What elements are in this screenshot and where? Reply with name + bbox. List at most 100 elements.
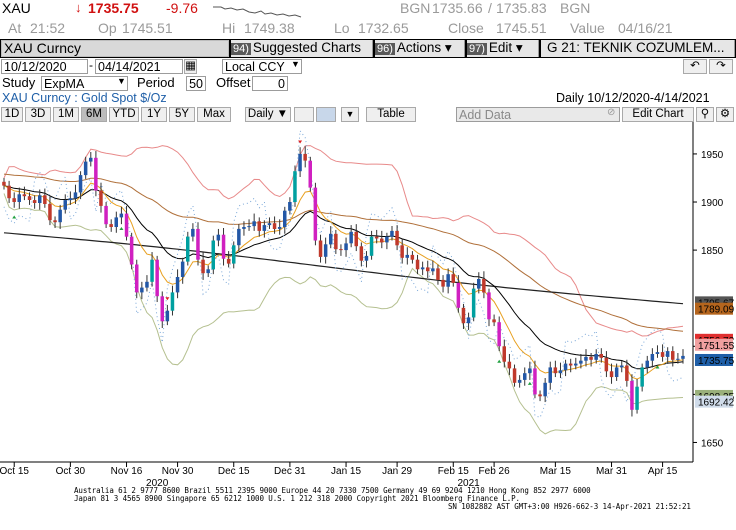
table-button[interactable]: Table (366, 107, 416, 122)
candle-body (446, 274, 450, 287)
chart-type-icon[interactable] (294, 107, 314, 122)
period-button-1m[interactable]: 1M (53, 107, 79, 122)
price-tag-label: 1751.55 (698, 341, 735, 352)
x-tick-label: Feb 26 (479, 466, 511, 477)
close-value: 1745.51 (496, 20, 547, 36)
candle-body (625, 365, 629, 381)
time: 21:52 (30, 20, 66, 36)
price-tag (695, 302, 733, 315)
offset-input[interactable]: 0 (252, 76, 288, 91)
bid-price: 1735.66 (432, 0, 483, 16)
down-arrow-icon: ↓ (75, 0, 82, 15)
candle-body (313, 187, 318, 241)
footer-session: SN 1082882 AST GMT+3:00 H926-662-3 14-Ap… (448, 502, 691, 511)
candle-body (124, 213, 129, 237)
period-button-5y[interactable]: 5Y (169, 107, 195, 122)
period-button-max[interactable]: Max (197, 107, 231, 122)
price-tags: 1795.671789.091756.721751.551735.751698.… (695, 296, 735, 409)
signal-markers (12, 140, 660, 385)
close-label: Close (448, 20, 484, 36)
undo-button[interactable]: ↶ (683, 59, 707, 74)
price-tag-label: 1789.09 (698, 305, 735, 316)
edit-chart-button[interactable]: Edit Chart (622, 107, 694, 122)
candle-body (78, 175, 83, 193)
settings-icon[interactable]: ⚙ (716, 107, 734, 122)
x-tick-label: Oct 30 (56, 466, 86, 477)
sell-signal-icon (298, 140, 303, 144)
period-button-1y[interactable]: 1Y (141, 107, 167, 122)
candle-body (329, 233, 333, 245)
candle-body (538, 394, 542, 397)
candle-body (119, 213, 124, 218)
suggested-charts-menu[interactable]: 94) Suggested Charts (231, 40, 373, 57)
candle-body (660, 352, 665, 357)
start-date-input[interactable]: 10/12/2020 (1, 59, 88, 74)
candle-icon[interactable] (316, 107, 336, 122)
year-label: 2021 (457, 478, 480, 489)
period-button-1d[interactable]: 1D (1, 107, 23, 122)
candle-body (369, 236, 374, 256)
candle-body (482, 279, 486, 293)
candle-body (293, 171, 297, 202)
candle-body (262, 225, 267, 231)
time-label: At (8, 20, 22, 36)
ask-price: 1735.83 (496, 0, 547, 16)
candle-body (323, 244, 328, 257)
candle-body (528, 368, 532, 374)
study-select[interactable]: ExpMA (41, 76, 128, 91)
x-tick-label: Apr 15 (648, 466, 678, 477)
price-tag (695, 395, 733, 408)
chevron-down-icon[interactable]: ▼ (117, 76, 126, 86)
redo-button[interactable]: ↷ (709, 59, 733, 74)
zoom-icon[interactable]: ⚲ (696, 107, 714, 122)
candle-body (140, 287, 144, 293)
ema50-line (3, 173, 684, 332)
candle-body (574, 363, 578, 366)
candle-body (400, 245, 404, 258)
candle-body (456, 282, 461, 308)
clear-icon[interactable]: ⊘ (607, 107, 616, 118)
candle-body (221, 234, 226, 259)
currency-select[interactable]: Local CCY (222, 59, 302, 74)
candle-body (579, 360, 583, 364)
candle-body (614, 367, 619, 377)
candle-body (655, 352, 660, 354)
period-button-ytd[interactable]: YTD (109, 107, 139, 122)
high-label: Hi (222, 20, 236, 36)
frequency-select[interactable]: Daily ▼ (245, 107, 291, 122)
candle-body (665, 351, 670, 357)
chart-template-menu[interactable]: G 21: TEKNIK COZUMLEM... (541, 40, 735, 57)
end-date-input[interactable]: 04/14/2021 (95, 59, 183, 74)
sell-signal-icon (165, 297, 170, 301)
candle-body (170, 292, 175, 311)
chevron-down-icon[interactable]: ▼ (341, 107, 359, 122)
edit-menu[interactable]: 97) Edit ▾ (467, 40, 539, 57)
candle-body (89, 157, 93, 162)
ticker-input[interactable]: XAU Curncy (1, 40, 229, 57)
candle-body (604, 357, 609, 372)
candle-body (68, 198, 73, 201)
candle-body (584, 356, 588, 361)
candle-body (497, 322, 501, 347)
period-button-6m[interactable]: 6M (81, 107, 107, 122)
price-tag-label: 1692.42 (698, 398, 735, 409)
candle-body (201, 259, 205, 274)
calendar-icon[interactable]: ▦ (184, 59, 197, 74)
candle-body (563, 363, 568, 371)
candle-body (242, 227, 246, 229)
candle-body (568, 363, 573, 366)
period-input[interactable]: 50 (186, 76, 206, 91)
indicator-lines (3, 129, 684, 435)
candle-body (380, 238, 384, 243)
actions-menu[interactable]: 96) Actions ▾ (375, 40, 465, 57)
add-data-input[interactable]: Add Data (456, 107, 620, 122)
date-separator: - (89, 58, 93, 72)
chevron-down-icon[interactable]: ▼ (291, 59, 300, 69)
candle-body (22, 194, 27, 197)
candlesticks (2, 146, 685, 417)
upper-band-line (3, 145, 684, 337)
period-button-3d[interactable]: 3D (25, 107, 51, 122)
candle-body (191, 228, 195, 237)
price-source-2: BGN (560, 0, 591, 16)
